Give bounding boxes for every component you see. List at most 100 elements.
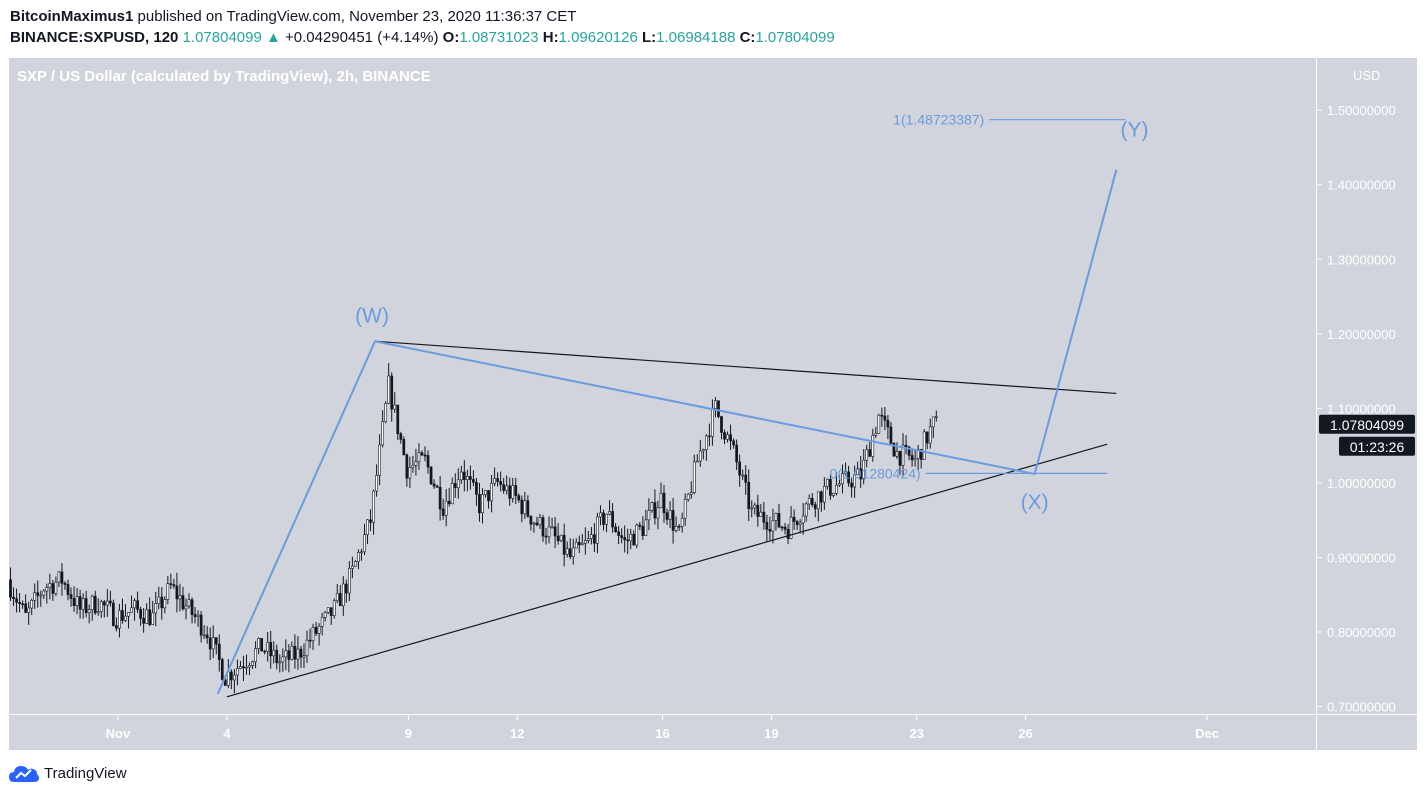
plot-area[interactable] xyxy=(9,58,1316,714)
candle-body xyxy=(139,609,142,619)
trendlines xyxy=(226,340,1117,698)
candle-body xyxy=(93,595,97,614)
candle-body xyxy=(753,504,757,509)
candle-body xyxy=(453,483,457,489)
candle-body xyxy=(789,516,793,539)
candle-body xyxy=(487,490,490,502)
fib-level-label: 0(1.01280424) xyxy=(830,465,921,481)
tradingview-footer[interactable]: TradingView xyxy=(8,762,127,784)
candle-body xyxy=(308,639,312,642)
candle-body xyxy=(269,642,273,657)
countdown-tag-text: 01:23:26 xyxy=(1350,439,1405,455)
candle-body xyxy=(205,634,209,639)
price-axis[interactable] xyxy=(1317,58,1417,714)
candle-body xyxy=(735,444,738,463)
candle-body xyxy=(326,607,330,613)
candle-body xyxy=(726,434,729,440)
candle-body xyxy=(529,515,533,525)
candle-body xyxy=(27,607,31,613)
candle-body xyxy=(148,609,152,625)
candle-body xyxy=(741,474,745,477)
candle-body xyxy=(208,637,212,650)
candle-body xyxy=(378,444,381,476)
candle-body xyxy=(556,535,560,542)
candle-body xyxy=(499,481,502,485)
candle-body xyxy=(544,535,548,538)
candle-body xyxy=(826,478,829,487)
candle-body xyxy=(617,531,620,536)
candle-body xyxy=(381,421,385,446)
candle-body xyxy=(810,497,814,505)
x-tick-label: 16 xyxy=(655,726,669,741)
candle-body xyxy=(236,668,239,676)
candle-body xyxy=(118,610,121,629)
candle-body xyxy=(683,499,687,519)
candle-body xyxy=(133,600,136,609)
candle-body xyxy=(571,547,575,557)
y-tick-label: 1.10000000 xyxy=(1327,401,1396,416)
candle-body xyxy=(248,664,251,668)
candle-body xyxy=(469,476,472,480)
candle-body xyxy=(708,435,711,438)
candle-body xyxy=(689,492,693,495)
candle-body xyxy=(375,475,378,492)
trendline-upper xyxy=(375,340,1117,395)
candle-body xyxy=(372,490,375,523)
candle-body xyxy=(750,507,754,510)
candle-body xyxy=(33,592,37,601)
candle-body xyxy=(934,416,938,418)
x-tick-label: 9 xyxy=(405,726,412,741)
candle-body xyxy=(366,519,369,535)
candle-body xyxy=(502,484,506,491)
candle-body xyxy=(311,627,315,642)
candle-body xyxy=(771,520,775,532)
candle-body xyxy=(163,599,167,609)
candle-body xyxy=(105,600,109,606)
candle-body xyxy=(807,497,811,505)
x-axis-ticks: Nov 4 9 12 16 19 23 26 Dec xyxy=(106,715,1219,741)
time-axis[interactable] xyxy=(9,715,1316,750)
tradingview-brand: TradingView xyxy=(44,764,127,782)
candle-body xyxy=(835,484,838,494)
candle-body xyxy=(925,431,929,444)
candle-body xyxy=(892,443,896,457)
candle-body xyxy=(115,625,118,629)
candle-body xyxy=(305,639,309,657)
candle-body xyxy=(641,526,645,536)
candle-body xyxy=(245,666,248,669)
price-chart[interactable]: SXP / US Dollar (calculated by TradingVi… xyxy=(9,58,1417,750)
trendline-lower xyxy=(226,443,1108,698)
candle-body xyxy=(354,561,357,567)
candle-body xyxy=(850,482,853,488)
candle-body xyxy=(913,458,917,461)
candle-body xyxy=(329,607,333,616)
candle-body xyxy=(526,500,530,517)
candle-body xyxy=(801,515,805,524)
candle-body xyxy=(671,510,675,531)
candle-body xyxy=(81,598,85,610)
candle-body xyxy=(723,432,726,440)
wave-label: (Y) xyxy=(1120,118,1148,141)
candle-body xyxy=(456,479,460,489)
candle-body xyxy=(587,538,590,541)
candle-body xyxy=(151,612,155,625)
author-name[interactable]: BitcoinMaximus1 xyxy=(10,8,134,25)
candle-body xyxy=(112,602,115,626)
candle-body xyxy=(481,494,484,514)
candle-body xyxy=(423,454,427,457)
candle-body xyxy=(435,485,439,488)
candle-body xyxy=(701,449,705,452)
candle-body xyxy=(844,471,847,474)
candle-body xyxy=(184,605,188,610)
candle-body xyxy=(804,503,808,517)
candle-body xyxy=(819,491,823,503)
candle-body xyxy=(795,521,799,525)
candle-body xyxy=(532,522,536,525)
candle-body xyxy=(75,596,79,606)
candle-body xyxy=(242,666,245,669)
published-text: published on TradingView.com, November 2… xyxy=(137,8,577,25)
candle-body xyxy=(432,483,436,487)
price-axis-labels: 1.07804099 01:23:26 xyxy=(1319,414,1415,456)
candle-body xyxy=(517,495,521,501)
candle-body xyxy=(402,439,406,456)
